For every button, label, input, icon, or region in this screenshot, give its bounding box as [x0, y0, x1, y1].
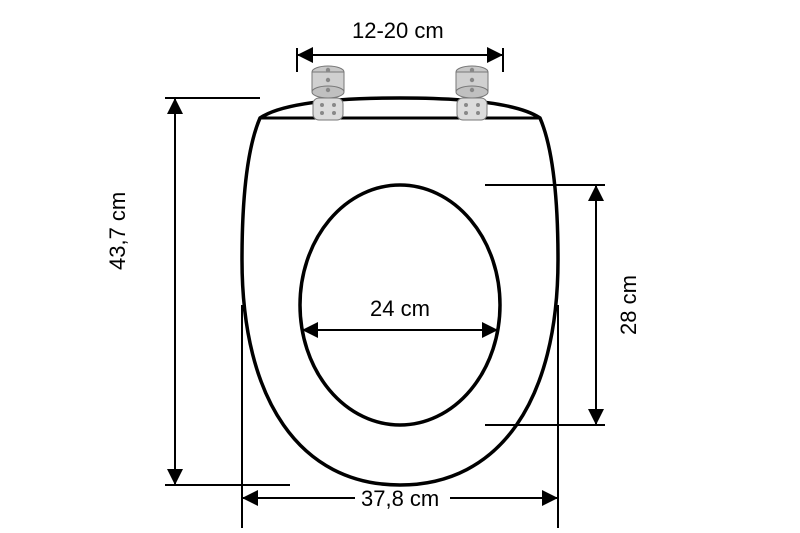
diagram-canvas: 12-20 cm 43,7 cm 24 cm 28 cm 37,8 cm [0, 0, 800, 533]
label-hinge-spacing: 12-20 cm [352, 18, 444, 44]
seat-outline [242, 98, 558, 485]
dimension-inner-height [485, 185, 605, 425]
label-inner-height: 28 cm [616, 275, 642, 335]
hinge-left [312, 66, 344, 120]
label-total-width: 37,8 cm [361, 486, 439, 512]
label-inner-width: 24 cm [370, 296, 430, 322]
label-total-height: 43,7 cm [105, 192, 131, 270]
dimension-total-height [165, 98, 290, 485]
hinge-right [456, 66, 488, 120]
